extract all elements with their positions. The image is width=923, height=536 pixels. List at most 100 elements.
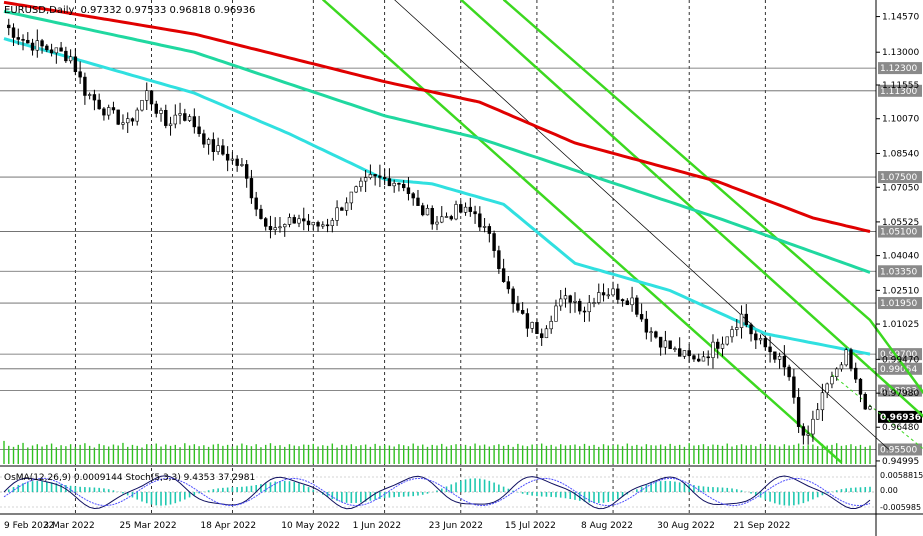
candle-body	[820, 392, 825, 411]
channel-line	[394, 0, 890, 450]
candle-body	[454, 204, 458, 220]
date-label: 1 Jun 2022	[353, 521, 401, 531]
candle-body	[264, 218, 268, 227]
date-label: 23 Jun 2022	[429, 521, 483, 531]
osc-tick-top: 0.0058815	[880, 471, 923, 480]
candle-body	[235, 158, 239, 166]
level-badge	[878, 62, 922, 75]
candle-body	[549, 321, 553, 330]
candle-body	[744, 313, 748, 325]
ma-cyan-line	[3, 37, 871, 356]
candle-body	[354, 186, 358, 193]
candle-body	[544, 328, 549, 339]
candle-body	[273, 227, 277, 231]
candle-body	[230, 158, 235, 161]
level-label: 0.95500	[880, 445, 917, 455]
price-tick: 1.01025	[882, 320, 919, 330]
candle-body	[78, 71, 82, 78]
price-tick: 1.08540	[882, 149, 919, 159]
candle-body	[140, 100, 144, 111]
candle-body	[92, 94, 97, 101]
candle-body	[854, 367, 858, 380]
current-price-label: 0.96936	[880, 413, 921, 423]
candle-body	[397, 182, 401, 185]
channel-line	[321, 0, 843, 464]
candle-body	[473, 211, 477, 215]
candle-body	[787, 366, 791, 378]
level-label: 1.05100	[880, 228, 917, 238]
level-label: 0.98093	[880, 387, 917, 397]
candle-body	[611, 288, 615, 296]
volume-bars	[3, 440, 871, 464]
candle-body	[501, 268, 506, 282]
candle-body	[539, 333, 544, 339]
price-tick: 0.99470	[882, 355, 919, 365]
candle-body	[21, 39, 25, 41]
candle-body	[849, 349, 853, 369]
candle-body	[692, 355, 696, 360]
candle-body	[102, 108, 106, 116]
price-tick: 0.94995	[882, 457, 919, 467]
candle-body	[216, 145, 220, 152]
candle-body	[121, 122, 125, 125]
candle-body	[673, 348, 677, 350]
candle-body	[283, 224, 287, 228]
candle-body	[192, 116, 197, 128]
level-label: 1.12300	[880, 64, 917, 74]
candle-body	[373, 174, 377, 177]
candle-body	[520, 310, 525, 314]
channel-line	[459, 0, 923, 418]
level-label: 1.01950	[880, 299, 917, 309]
ma-teal-line	[3, 9, 871, 274]
level-badge	[878, 84, 922, 97]
candle-body	[306, 220, 311, 226]
horizontal-levels: 1.12300 1.11300 1.07500 1.05100 1.03350 1.019…	[0, 62, 922, 456]
candle-body	[164, 109, 168, 126]
moving-averages	[3, 0, 871, 356]
candle-body	[606, 294, 610, 297]
candle-body	[806, 433, 810, 436]
candle-body	[278, 226, 282, 229]
candle-body	[435, 221, 439, 225]
date-label: 25 Mar 2022	[120, 521, 177, 531]
trend-channels	[321, 0, 923, 464]
candle-body	[225, 153, 230, 161]
candle-body	[834, 368, 839, 378]
candle-body	[287, 217, 292, 225]
candle-body	[254, 197, 258, 210]
candle-body	[625, 300, 630, 306]
candle-body	[145, 90, 149, 101]
candle-body	[240, 164, 244, 166]
candle-body	[563, 295, 568, 300]
candle-body	[297, 218, 301, 224]
vertical-grid	[74, 0, 766, 514]
level-badge	[878, 362, 922, 375]
candle-body	[830, 376, 834, 385]
candle-body	[697, 358, 701, 362]
candle-body	[68, 56, 73, 62]
osc-tick-zero: 0.00	[880, 486, 898, 495]
oscillator-pane	[0, 475, 876, 510]
candle-body	[568, 295, 572, 303]
current-price-badge	[878, 410, 922, 423]
candle-body	[868, 406, 872, 410]
candle-body	[221, 145, 225, 155]
candle-body	[401, 184, 406, 189]
candle-body	[7, 24, 11, 29]
candle-body	[126, 118, 130, 124]
candle-body	[64, 50, 68, 62]
candle-body	[268, 226, 273, 231]
candle-body	[487, 226, 492, 234]
candle-body	[749, 324, 753, 335]
stoch-signal-line	[3, 477, 871, 507]
candle-body	[54, 47, 59, 54]
price-tick: 1.02510	[882, 286, 919, 296]
candle-body	[430, 208, 434, 225]
candle-body	[111, 107, 116, 111]
candle-body	[654, 331, 658, 338]
candle-body	[59, 47, 63, 52]
level-badge	[878, 297, 922, 310]
candle-body	[87, 94, 92, 96]
candle-body	[677, 348, 682, 357]
